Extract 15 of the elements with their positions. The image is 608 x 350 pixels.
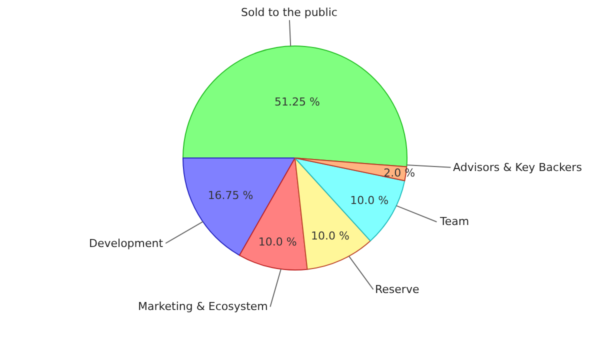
slice-label: Advisors & Key Backers (453, 161, 582, 174)
data-label: 10.0 % (310, 229, 350, 242)
data-label: 51.25 % (274, 96, 320, 109)
data-label: 16.75 % (208, 188, 254, 202)
slice-label: Marketing & Ecosystem (138, 300, 268, 313)
data-label: 10.0 % (350, 194, 389, 207)
pie-slice (182, 158, 296, 256)
slice-label: Reserve (375, 283, 420, 296)
slice-label: Team (439, 215, 470, 228)
slice-label: Development (89, 237, 164, 250)
pie-slice (294, 158, 406, 242)
slice-label: Sold to the public (241, 6, 338, 19)
data-label: 10.0 % (258, 235, 297, 248)
pie-slice (239, 158, 308, 270)
pie-slice (182, 46, 408, 168)
